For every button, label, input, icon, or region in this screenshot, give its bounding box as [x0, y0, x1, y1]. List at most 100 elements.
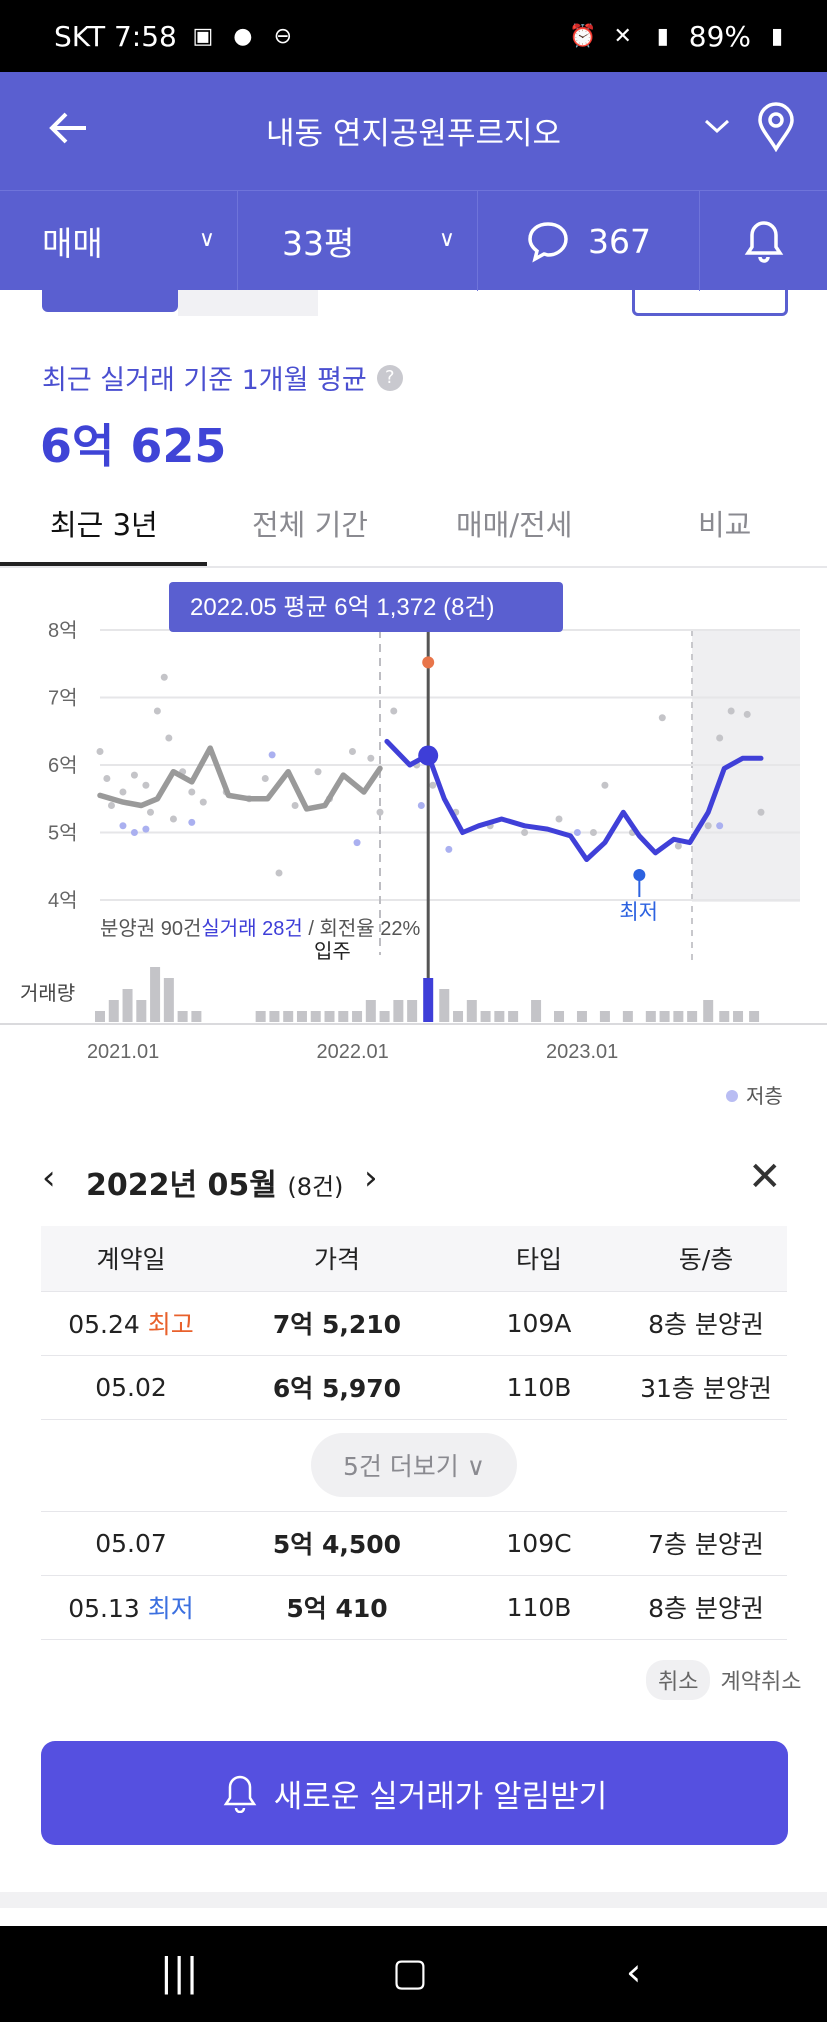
volume-bar [177, 1011, 188, 1022]
trade-dot [658, 714, 666, 722]
trade-type-dropdown[interactable]: 매매 ∨ [0, 191, 238, 291]
area-select[interactable] [632, 290, 788, 316]
tab-recent-3y[interactable]: 최근 3년 [50, 508, 158, 542]
volume-bar [645, 1011, 656, 1022]
volume-bar [379, 1011, 390, 1022]
chevron-down-icon[interactable] [704, 112, 730, 140]
table-row: 05.24 최고 7억 5,210 109A 8층 분양권 [41, 1291, 787, 1356]
table-row: 05.02 6억 5,970 110B 31층 분양권 [41, 1355, 787, 1420]
low-floor-dot [119, 822, 127, 830]
system-nav-bar: ||| ▢ ‹ [0, 1926, 827, 2022]
tab-rent[interactable] [178, 290, 318, 316]
comments-button[interactable]: 367 [478, 191, 700, 291]
low-floor-dot [716, 822, 724, 830]
trade-dot [146, 808, 154, 816]
area-label: 33평 [282, 224, 355, 263]
cancel-chip: 취소 [646, 1660, 711, 1700]
trade-dot [275, 869, 283, 877]
row-type: 110B [453, 1575, 625, 1640]
help-icon[interactable]: ? [376, 364, 403, 391]
trade-dot [153, 707, 161, 715]
volume-bar [659, 1011, 670, 1022]
table-row: 05.13 최저 5억 410 110B 8층 분양권 [41, 1575, 787, 1640]
row-date: 05.07 [41, 1511, 221, 1576]
trade-dot [96, 748, 104, 755]
row-date: 05.24 [68, 1310, 140, 1339]
area-dropdown[interactable]: 33평 ∨ [238, 191, 478, 291]
cancel-legend: 취소 계약취소 [646, 1660, 801, 1700]
location-pin-icon[interactable] [756, 102, 800, 153]
volume-bar [191, 1011, 202, 1022]
volume-bar [324, 1011, 335, 1022]
table-row: 05.07 5억 4,500 109C 7층 분양권 [41, 1511, 787, 1576]
low-floor-dot [130, 829, 138, 836]
period-tabs: 최근 3년 전체 기간 매매/전세 비교 [0, 494, 827, 568]
bell-icon [744, 221, 783, 263]
trade-dot [165, 734, 173, 742]
volume-bar [576, 1011, 587, 1022]
row-type: 109A [453, 1291, 625, 1356]
talk-icon: ● [233, 23, 253, 49]
tab-compare[interactable]: 비교 [698, 508, 752, 542]
lowest-tag: 최저 [147, 1594, 194, 1623]
trade-dot [291, 802, 299, 809]
low-floor-dot [188, 818, 196, 826]
trade-dot [103, 775, 111, 782]
trade-dot [188, 788, 196, 796]
row-floor: 31층 분양권 [625, 1355, 787, 1420]
volume-bar [296, 1011, 307, 1022]
chevron-down-icon: ∨ [438, 227, 455, 252]
stats-trades: 실거래 28건 [201, 917, 302, 940]
page-title[interactable]: 내동 연지공원푸르지오 [265, 116, 562, 152]
battery-icon: ▮ [770, 23, 784, 49]
volume-bar [703, 1000, 714, 1022]
dnd-icon: ⊖ [273, 23, 293, 49]
home-icon[interactable]: ▢ [392, 1950, 428, 1994]
volume-bar [108, 1000, 119, 1022]
low-floor-dot [353, 839, 361, 847]
back-arrow-icon[interactable] [44, 104, 94, 154]
back-icon[interactable]: ‹ [626, 1950, 642, 1994]
volume-bar [352, 1011, 363, 1022]
stats-presale: 분양권 90건 [100, 917, 201, 940]
notification-button[interactable] [700, 191, 827, 291]
price-alert-button[interactable]: 새로운 실거래가 알림받기 [41, 1741, 788, 1845]
trade-dot [716, 734, 724, 742]
tooltip-text: 2022.05 평균 6억 1,372 (8건) [190, 594, 494, 621]
row-date: 05.02 [41, 1355, 221, 1420]
row-price: 7억 5,210 [221, 1291, 453, 1356]
volume-bar [719, 1011, 730, 1022]
tab-sale-rent[interactable]: 매매/전세 [456, 508, 573, 542]
volume-bar [508, 1011, 519, 1022]
trade-dot [743, 710, 751, 718]
stats-text: 분양권 90건실거래 28건 / 회전율 22% [100, 917, 420, 940]
recents-icon[interactable]: ||| [160, 1950, 199, 1994]
trade-dot [601, 781, 609, 789]
volume-bar [673, 1011, 684, 1022]
trade-dot [261, 775, 269, 782]
show-more-button[interactable]: 5건 더보기 ∨ [310, 1433, 518, 1497]
prev-month-icon[interactable]: ‹ [42, 1158, 56, 1198]
trade-dot [429, 781, 437, 789]
volume-bar [733, 1011, 744, 1022]
tab-all-period[interactable]: 전체 기간 [252, 508, 368, 542]
tab-sale[interactable] [42, 290, 178, 312]
volume-bar [269, 1011, 280, 1022]
trade-dot [119, 788, 127, 796]
price-line-recent [384, 738, 764, 862]
next-month-icon[interactable]: › [364, 1158, 378, 1198]
avg-label: 최근 실거래 기준 1개월 평균 [42, 365, 367, 396]
volume-bar [439, 989, 450, 1022]
col-floor: 동/층 [625, 1226, 787, 1292]
volume-bar [687, 1011, 698, 1022]
close-icon[interactable]: ✕ [748, 1154, 782, 1200]
low-floor-dot [573, 829, 581, 836]
lowest-dot [633, 869, 646, 882]
subtabs-row [0, 290, 827, 324]
row-type: 109C [453, 1511, 625, 1576]
stats-turnover: / 회전율 22% [303, 917, 421, 940]
month-header: ‹ 2022년 05월 (8건) › ✕ [0, 1150, 827, 1210]
trade-dot [107, 802, 115, 809]
low-floor-dot [268, 751, 276, 759]
